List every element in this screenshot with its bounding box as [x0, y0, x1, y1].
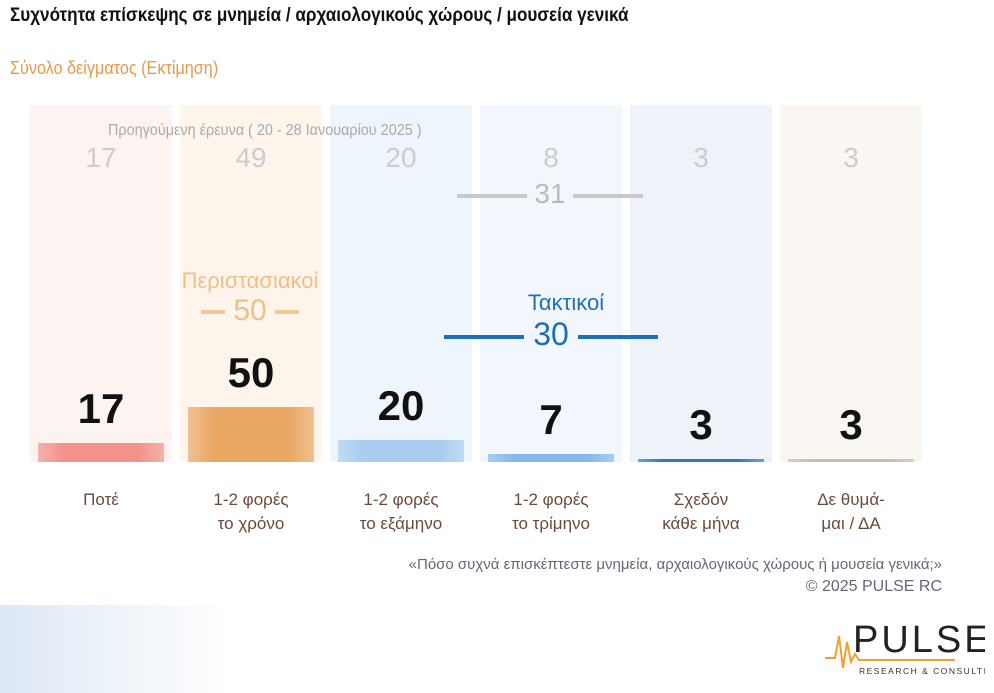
- column-background: [330, 105, 472, 462]
- value-label: 17: [77, 385, 125, 433]
- previous-value-label: 3: [693, 142, 709, 173]
- bar: [788, 458, 914, 462]
- value-label: 50: [227, 349, 275, 396]
- previous-regular-value: 31: [534, 178, 566, 209]
- column-background: [480, 105, 622, 462]
- value-label: 3: [839, 400, 863, 448]
- chart-title: Συχνότητα επίσκεψης σε μνημεία / αρχαιολ…: [10, 5, 629, 26]
- previous-value-label: 3: [843, 142, 859, 173]
- previous-value-label: 20: [385, 142, 417, 173]
- value-label: 3: [689, 400, 713, 448]
- category-label: Δε θυμά- μαι / ΔΑ: [817, 490, 885, 533]
- previous-survey-label: Προηγούμενη έρευνα ( 20 - 28 Ιανουαρίου …: [108, 122, 422, 139]
- svg-text:RESEARCH & CONSULTING: RESEARCH & CONSULTING: [859, 666, 985, 676]
- pulse-logo: PULSE RESEARCH & CONSULTING: [825, 618, 994, 680]
- copyright: © 2025 PULSE RC: [805, 578, 942, 595]
- previous-value-label: 8: [543, 142, 559, 173]
- regular-value: 30: [533, 316, 569, 352]
- decorative-gradient: [0, 605, 230, 693]
- svg-text:PULSE: PULSE: [853, 619, 985, 661]
- group-previous-regular: 31: [450, 178, 650, 210]
- value-label: 20: [377, 382, 425, 429]
- column-background: [780, 105, 922, 462]
- question-text: «Πόσο συχνά επισκέπτεστε μνημεία, αρχαιο…: [408, 556, 942, 573]
- bar: [488, 454, 614, 462]
- occasional-label: Περιστασιακοί: [181, 268, 319, 293]
- bar: [338, 440, 464, 462]
- group-occasional: Περιστασιακοί 50: [165, 268, 335, 328]
- column-background: [180, 105, 322, 462]
- category-label: Σχεδόν κάθε μήνα: [662, 490, 740, 533]
- bar: [188, 407, 314, 462]
- chart-subtitle: Σύνολο δείγματος (Εκτίμηση): [10, 58, 219, 78]
- column-background: [30, 105, 172, 462]
- column-background: [630, 105, 772, 462]
- occasional-value: 50: [233, 294, 267, 327]
- pulse-logo-pulse-icon: PULSE RESEARCH & CONSULTING: [825, 619, 994, 676]
- bar: [638, 458, 764, 462]
- category-label: 1-2 φορές το χρόνο: [213, 490, 289, 533]
- category-label: Ποτέ: [83, 490, 119, 509]
- category-label: 1-2 φορές το εξάμηνο: [359, 490, 443, 533]
- previous-value-label: 17: [85, 142, 117, 173]
- bar: [38, 443, 164, 462]
- previous-value-label: 49: [235, 142, 267, 173]
- group-regular: Τακτικοί 30: [430, 290, 672, 353]
- value-label: 7: [539, 396, 563, 444]
- category-label: 1-2 φορές το τρίμηνο: [511, 490, 591, 533]
- regular-label: Τακτικοί: [527, 290, 605, 315]
